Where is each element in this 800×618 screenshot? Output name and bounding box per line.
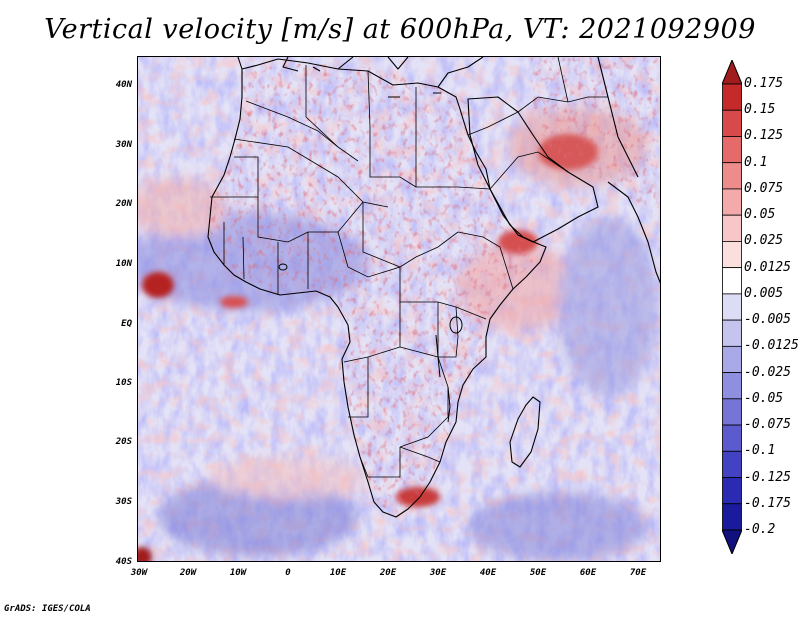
colorbar-segment	[722, 477, 742, 505]
lon-label-10e: 10E	[329, 568, 347, 578]
lon-label-10w: 10W	[229, 568, 247, 578]
colorbar-segment	[722, 136, 742, 164]
colorbar-segment	[722, 398, 742, 426]
colorbar-segment	[722, 188, 742, 216]
colorbar-segment	[722, 293, 742, 321]
colorbar-label: 0.125	[744, 128, 784, 144]
lat-label-40s: 40S	[115, 557, 132, 567]
colorbar-label: -0.125	[744, 469, 791, 485]
lat-label-30s: 30S	[115, 497, 132, 507]
lat-label-10n: 10N	[115, 259, 132, 269]
colorbar-segment	[722, 267, 742, 295]
colorbar-segment	[722, 424, 742, 452]
lon-label-30e: 30E	[429, 568, 447, 578]
country-borders	[210, 57, 609, 478]
colorbar-segment	[722, 450, 742, 478]
lat-label-10s: 10S	[115, 378, 132, 388]
colorbar-label: -0.025	[744, 364, 791, 380]
colorbar-label: 0.025	[744, 233, 784, 249]
grads-credit: GrADS: IGES/COLA	[4, 604, 91, 614]
map-frame	[137, 56, 661, 562]
chart-title: Vertical velocity [m/s] at 600hPa, VT: 2…	[44, 14, 756, 45]
lakes	[278, 263, 463, 423]
lon-label-70e: 70E	[629, 568, 647, 578]
colorbar-label: 0.15	[744, 102, 776, 118]
lat-label-20n: 20N	[115, 199, 132, 209]
lon-label-0: 0	[285, 568, 291, 578]
lon-label-20e: 20E	[379, 568, 397, 578]
colorbar	[722, 60, 742, 554]
colorbar-segment	[722, 372, 742, 400]
lon-label-20w: 20W	[179, 568, 197, 578]
lon-label-40e: 40E	[479, 568, 497, 578]
colorbar-label: -0.075	[744, 417, 791, 433]
colorbar-top-arrow	[722, 60, 742, 85]
map-canvas	[138, 57, 660, 561]
lat-label-40n: 40N	[115, 80, 132, 90]
colorbar-label: -0.2	[744, 522, 776, 537]
colorbar-segment	[722, 214, 742, 242]
colorbar-label: 0.1	[744, 154, 768, 170]
lat-label-eq: EQ	[121, 319, 132, 329]
colorbar-label: 0.075	[744, 180, 784, 196]
lon-label-60e: 60E	[579, 568, 597, 578]
lat-label-20s: 20S	[115, 437, 132, 447]
colorbar-bottom-arrow	[722, 529, 742, 554]
colorbar-label: -0.005	[744, 312, 791, 328]
colorbar-label: -0.175	[744, 495, 791, 511]
colorbar-label: -0.0125	[744, 338, 799, 354]
colorbar-segment	[722, 162, 742, 190]
colorbar-label: 0.05	[744, 207, 776, 223]
lon-label-50e: 50E	[529, 568, 547, 578]
colorbar-label: 0.175	[744, 76, 784, 91]
colorbar-segment	[722, 241, 742, 269]
colorbar-label: 0.0125	[744, 259, 791, 275]
lon-label-30w: 30W	[130, 568, 148, 578]
colorbar-segment	[722, 109, 742, 137]
colorbar-segment	[722, 319, 742, 347]
colorbar-label: -0.05	[744, 390, 784, 406]
lat-label-30n: 30N	[115, 140, 132, 150]
colorbar-segment	[722, 503, 742, 531]
colorbar-segment	[722, 83, 742, 111]
colorbar-segment	[722, 345, 742, 373]
colorbar-label: 0.005	[744, 285, 784, 301]
colorbar-label: -0.1	[744, 443, 776, 459]
